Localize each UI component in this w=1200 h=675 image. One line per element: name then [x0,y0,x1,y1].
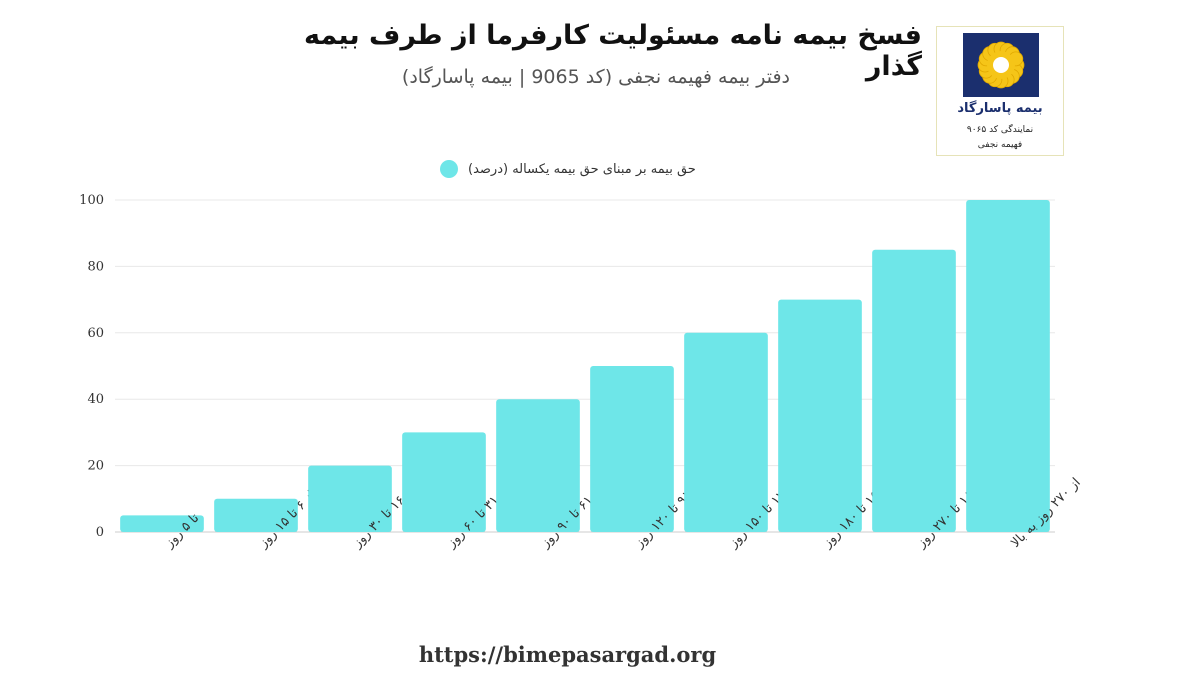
brand-logo: بیمه پاسارگاد نمایندگی کد ۹۰۶۵ فهیمه نجف… [936,26,1064,156]
y-tick-label: 100 [79,193,104,208]
bar [778,299,862,532]
logo-name: بیمه پاسارگاد [957,101,1043,116]
logo-agency-code: نمایندگی کد ۹۰۶۵ [966,125,1034,135]
legend-swatch [440,160,458,178]
bar [120,515,204,532]
bar [590,366,674,532]
y-tick-label: 40 [87,392,104,407]
bar [966,200,1050,532]
sun-icon [977,41,1025,89]
y-tick-label: 80 [87,259,104,274]
legend-label: حق بیمه بر مبنای حق بیمه یکساله (درصد) [468,161,696,177]
bar [214,498,298,532]
chart-legend: حق بیمه بر مبنای حق بیمه یکساله (درصد) [440,158,696,180]
y-tick-label: 60 [87,326,104,341]
chart-title: فسخ بیمه نامه مسئولیت کارفرما از طرف بیم… [303,20,922,82]
bar [308,465,392,532]
logo-emblem [963,33,1039,97]
footer-url[interactable]: https://bimepasargad.org [418,642,717,667]
y-tick-label: 0 [96,525,104,540]
bar [402,432,486,532]
y-tick-label: 20 [87,459,104,474]
chart-subtitle: دفتر بیمه فهیمه نجفی (کد 9065 | بیمه پاس… [401,66,790,88]
bar [684,332,768,532]
bar [496,399,580,532]
logo-agent-name: فهیمه نجفی [977,140,1023,150]
bar [872,249,956,533]
